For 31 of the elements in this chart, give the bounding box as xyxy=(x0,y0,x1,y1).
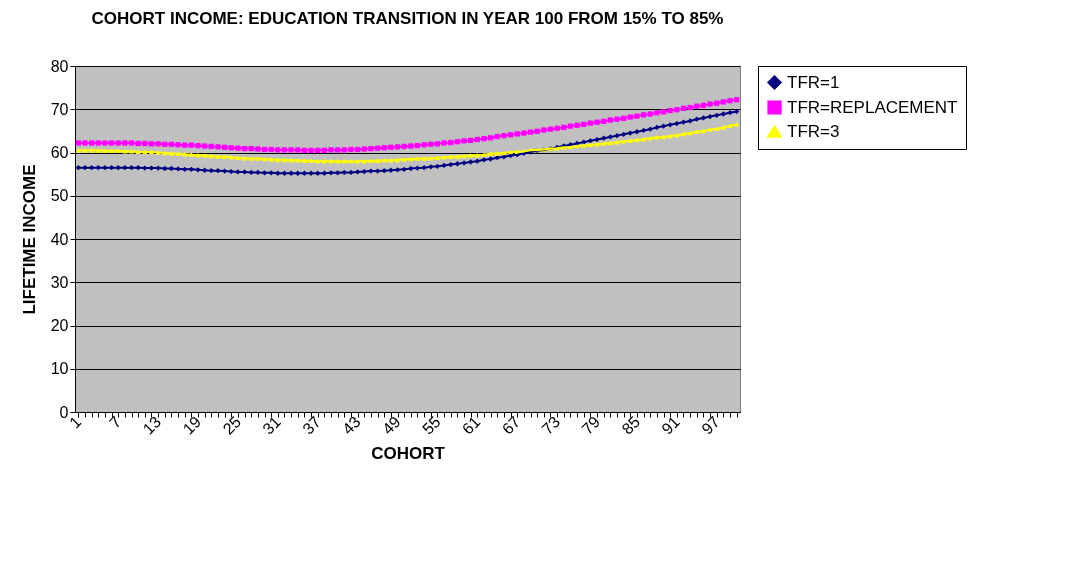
x-tick-label: 37 xyxy=(299,413,324,438)
x-tick-label: 91 xyxy=(658,413,684,438)
y-tick-label: 10 xyxy=(50,360,69,378)
y-tick-label: 80 xyxy=(50,57,69,75)
x-tick-label: 7 xyxy=(106,413,125,432)
y-tick-label: 60 xyxy=(50,144,69,161)
x-tick-label: 13 xyxy=(139,413,165,438)
x-tick-label: 79 xyxy=(578,413,604,438)
x-tick-label: 61 xyxy=(458,413,484,438)
x-tick-label: 43 xyxy=(339,413,364,438)
x-tick-label: 73 xyxy=(538,413,564,438)
x-tick-label: 85 xyxy=(618,413,644,438)
x-axis-title: COHORT xyxy=(371,443,446,463)
legend-label: TFR=3 xyxy=(787,121,840,141)
y-tick-label: 40 xyxy=(50,230,69,248)
x-tick-label: 19 xyxy=(179,413,205,438)
y-tick-label: 70 xyxy=(50,100,69,118)
chart-title: COHORT INCOME: EDUCATION TRANSITION IN YEAR 100 FROM 15% TO 85% xyxy=(91,9,724,28)
y-tick-label: 0 xyxy=(59,403,69,421)
x-tick-label: 67 xyxy=(498,413,524,438)
legend-label: TFR=REPLACEMENT xyxy=(787,97,958,117)
x-tick-label: 49 xyxy=(379,413,404,438)
x-tick-label: 97 xyxy=(698,413,723,438)
y-axis-title: LIFETIME INCOME xyxy=(19,164,39,315)
y-tick-label: 50 xyxy=(50,187,69,205)
x-tick-label: 31 xyxy=(259,413,285,438)
x-tick-label: 55 xyxy=(418,413,444,438)
y-tick-label: 20 xyxy=(50,317,69,334)
y-tick-label: 30 xyxy=(50,273,69,291)
x-tick-label: 25 xyxy=(219,413,245,438)
legend-label: TFR=1 xyxy=(787,72,840,92)
